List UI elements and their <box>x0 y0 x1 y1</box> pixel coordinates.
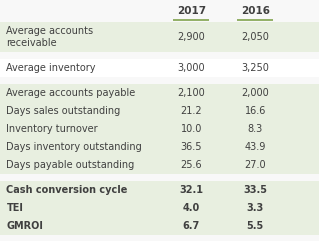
Text: 10.0: 10.0 <box>181 124 202 134</box>
Bar <box>0 102 319 120</box>
Text: 25.6: 25.6 <box>181 160 202 170</box>
Text: 2,900: 2,900 <box>178 32 205 42</box>
Bar <box>0 235 319 241</box>
Text: 5.5: 5.5 <box>247 221 264 231</box>
Text: Inventory turnover: Inventory turnover <box>6 124 98 134</box>
Bar <box>0 199 319 217</box>
Text: 27.0: 27.0 <box>244 160 266 170</box>
Text: 3,250: 3,250 <box>241 63 269 73</box>
Bar <box>0 217 319 235</box>
Text: 6.7: 6.7 <box>183 221 200 231</box>
Text: TEI: TEI <box>6 203 23 213</box>
Text: 8.3: 8.3 <box>248 124 263 134</box>
Text: 2,050: 2,050 <box>241 32 269 42</box>
Text: 3.3: 3.3 <box>247 203 264 213</box>
Text: GMROI: GMROI <box>6 221 43 231</box>
Bar <box>0 22 319 52</box>
Bar <box>0 138 319 156</box>
Text: 4.0: 4.0 <box>183 203 200 213</box>
Bar <box>0 156 319 174</box>
Text: 3,000: 3,000 <box>178 63 205 73</box>
Text: Days payable outstanding: Days payable outstanding <box>6 160 135 170</box>
Text: Average accounts
receivable: Average accounts receivable <box>6 26 93 48</box>
Text: 36.5: 36.5 <box>181 142 202 152</box>
Bar <box>0 59 319 77</box>
Text: Average inventory: Average inventory <box>6 63 96 73</box>
Bar <box>0 0 319 22</box>
Text: 2016: 2016 <box>241 6 270 16</box>
Text: 21.2: 21.2 <box>181 106 202 116</box>
Text: 32.1: 32.1 <box>179 185 204 195</box>
Text: Days sales outstanding: Days sales outstanding <box>6 106 121 116</box>
Text: 33.5: 33.5 <box>243 185 267 195</box>
Text: Average accounts payable: Average accounts payable <box>6 88 136 98</box>
Text: 2,000: 2,000 <box>241 88 269 98</box>
Text: Days inventory outstanding: Days inventory outstanding <box>6 142 142 152</box>
Bar <box>0 120 319 138</box>
Text: 2017: 2017 <box>177 6 206 16</box>
Text: 2,100: 2,100 <box>178 88 205 98</box>
Text: 16.6: 16.6 <box>244 106 266 116</box>
Text: 43.9: 43.9 <box>244 142 266 152</box>
Bar <box>0 84 319 102</box>
Bar <box>0 181 319 199</box>
Text: Cash conversion cycle: Cash conversion cycle <box>6 185 128 195</box>
